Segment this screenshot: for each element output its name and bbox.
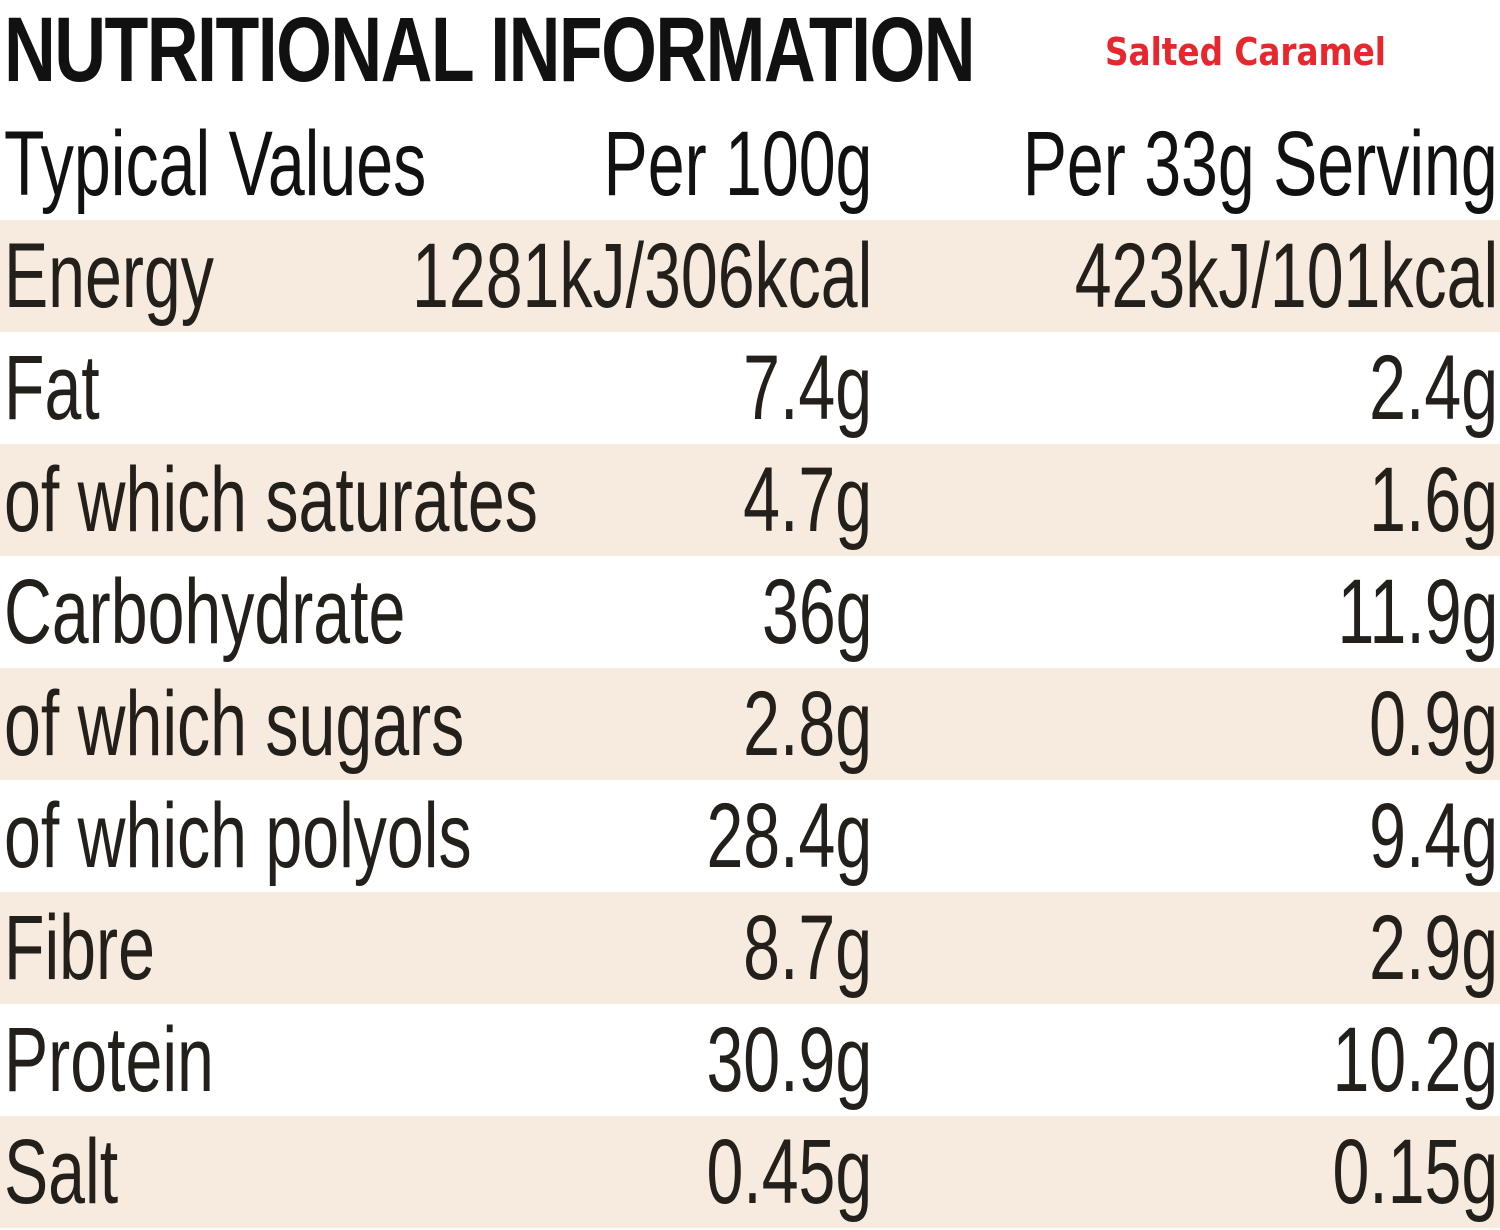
table-row-fat: Fat 7.4g 2.4g [0, 332, 1500, 444]
table-row-sugars: of which sugars 2.8g 0.9g [0, 668, 1500, 780]
value-per-serving: 423kJ/101kcal [1074, 225, 1498, 327]
table-row-saturates: of which saturates 4.7g 1.6g [0, 444, 1500, 556]
table-header-row: Typical Values Per 100g Per 33g Serving [0, 108, 1500, 220]
value-per-100g: 28.4g [706, 785, 872, 887]
table-row-salt: Salt 0.45g 0.15g [0, 1116, 1500, 1228]
nutrition-table: Typical Values Per 100g Per 33g Serving … [0, 108, 1500, 1228]
value-per-serving: 2.9g [1369, 897, 1498, 999]
value-per-100g: 1281kJ/306kcal [411, 225, 872, 327]
value-per-100g: 7.4g [743, 337, 872, 439]
value-per-serving: 0.15g [1332, 1121, 1498, 1223]
table-row-protein: Protein 30.9g 10.2g [0, 1004, 1500, 1116]
flavour-label: Salted Caramel [1105, 30, 1386, 74]
value-per-100g: 30.9g [706, 1009, 872, 1111]
value-per-100g: 2.8g [743, 673, 872, 775]
table-row-fibre: Fibre 8.7g 2.9g [0, 892, 1500, 1004]
value-per-serving: 1.6g [1369, 449, 1498, 551]
nutrient-label: Fat [4, 337, 100, 439]
value-per-serving: 0.9g [1369, 673, 1498, 775]
value-per-serving: 9.4g [1369, 785, 1498, 887]
nutrient-label: of which sugars [4, 673, 465, 775]
column-header-typical-values: Typical Values [4, 113, 427, 215]
label-header: NUTRITIONAL INFORMATION Salted Caramel [0, 0, 1500, 100]
nutrient-label: of which polyols [4, 785, 472, 887]
nutrient-label: Energy [4, 225, 214, 327]
table-row-polyols: of which polyols 28.4g 9.4g [0, 780, 1500, 892]
value-per-100g: 4.7g [743, 449, 872, 551]
nutrient-label: of which saturates [4, 449, 538, 551]
value-per-serving: 2.4g [1369, 337, 1498, 439]
value-per-100g: 0.45g [706, 1121, 872, 1223]
value-per-serving: 11.9g [1337, 561, 1498, 663]
value-per-serving: 10.2g [1332, 1009, 1498, 1111]
table-row-energy: Energy 1281kJ/306kcal 423kJ/101kcal [0, 220, 1500, 332]
column-header-per-100g: Per 100g [603, 113, 872, 215]
nutrient-label: Protein [4, 1009, 214, 1111]
column-header-per-serving: Per 33g Serving [1022, 113, 1498, 215]
page-title: NUTRITIONAL INFORMATION [4, 0, 976, 101]
value-per-100g: 36g [761, 561, 872, 663]
nutrient-label: Fibre [4, 897, 155, 999]
value-per-100g: 8.7g [743, 897, 872, 999]
nutrient-label: Salt [4, 1121, 119, 1223]
table-row-carbohydrate: Carbohydrate 36g 11.9g [0, 556, 1500, 668]
nutrient-label: Carbohydrate [4, 561, 406, 663]
